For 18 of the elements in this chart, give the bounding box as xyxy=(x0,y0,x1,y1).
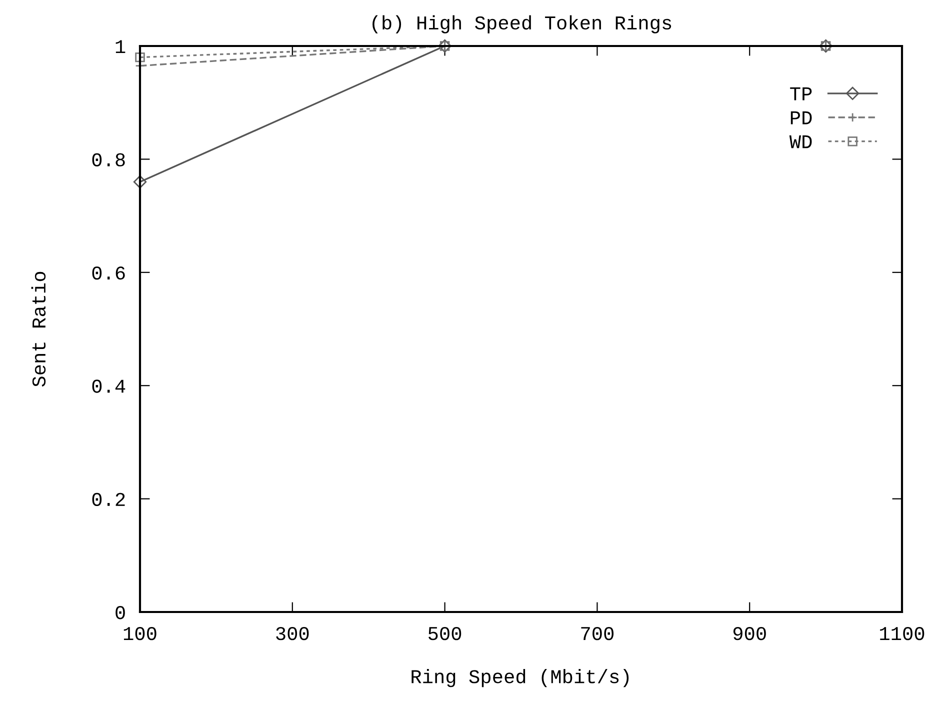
x-tick-label: 500 xyxy=(428,626,462,640)
x-tick-label: 900 xyxy=(733,626,766,640)
legend-label: PD xyxy=(790,111,812,124)
y-tick-label: 0.8 xyxy=(92,153,125,166)
x-tick-label: 300 xyxy=(276,626,309,640)
x-tick-label: 100 xyxy=(124,626,156,640)
legend-label: TP xyxy=(790,87,812,100)
x-axis-title: Ring Speed (Mbit/s) xyxy=(412,669,629,688)
y-tick-label: 0.6 xyxy=(92,266,125,280)
legend-label: WD xyxy=(789,135,812,148)
y-tick-label: 1 xyxy=(116,40,126,54)
y-tick-label: 0.2 xyxy=(92,492,125,506)
chart-title: (b) High Speed Token Rings xyxy=(372,15,672,34)
y-tick-label: 0 xyxy=(116,606,125,620)
x-tick-label: 1100 xyxy=(880,626,924,640)
y-axis-title: Sent Ratio xyxy=(31,272,46,387)
x-tick-label: 700 xyxy=(581,626,614,640)
y-tick-label: 0.4 xyxy=(92,380,126,393)
